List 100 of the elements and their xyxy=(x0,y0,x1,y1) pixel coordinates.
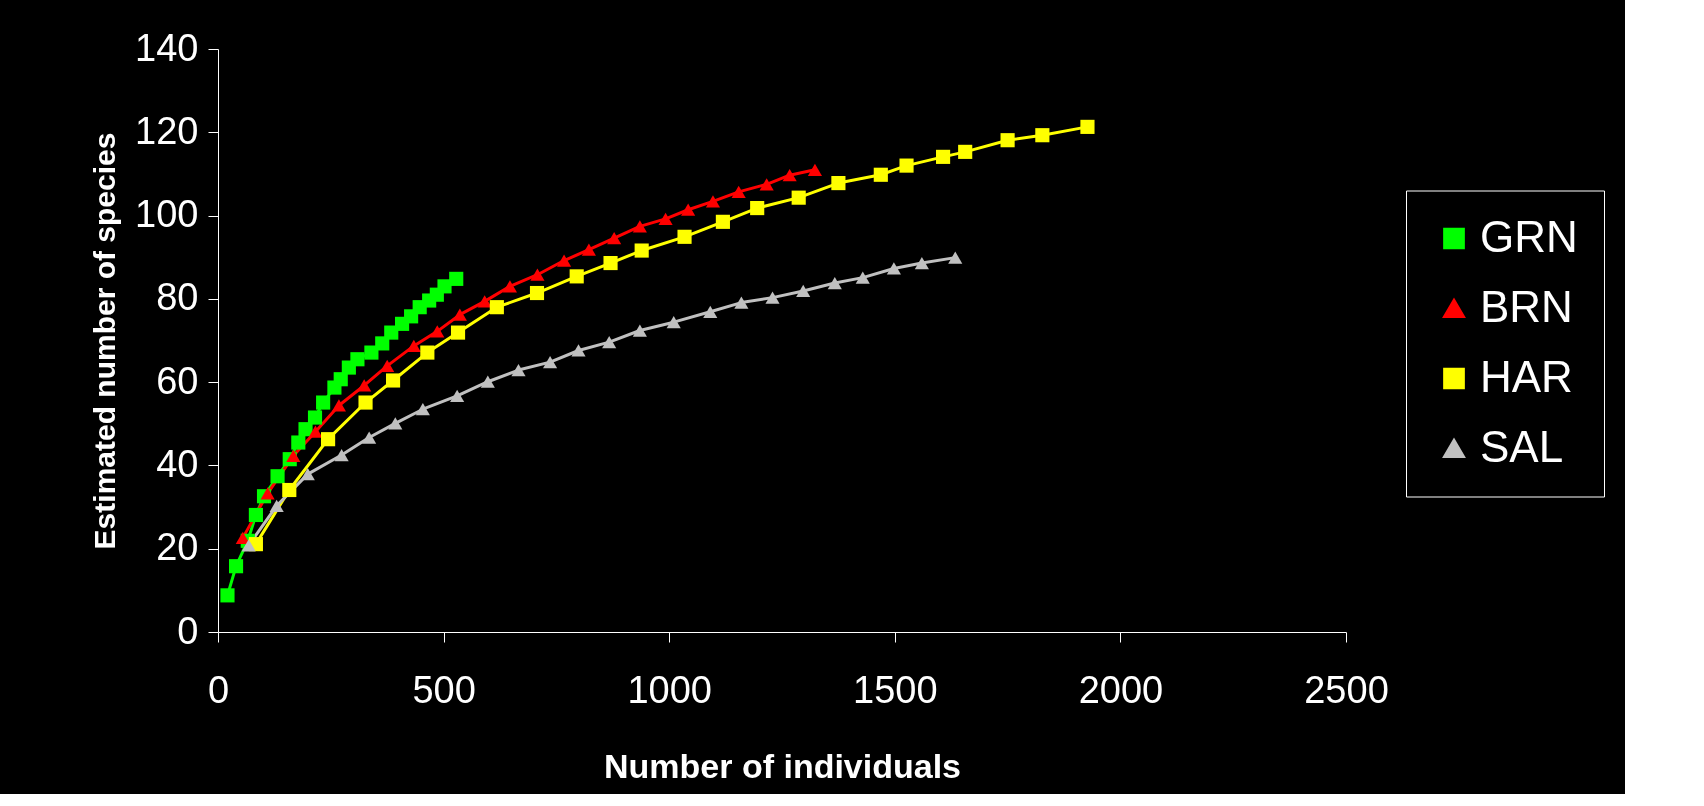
point xyxy=(452,308,467,321)
point xyxy=(385,373,401,388)
point xyxy=(782,169,797,182)
y-tick-label: 20 xyxy=(156,526,199,569)
point xyxy=(632,220,647,233)
legend-label: HAR xyxy=(1480,351,1573,401)
y-tick-label: 40 xyxy=(156,442,199,485)
point xyxy=(569,269,584,284)
point xyxy=(634,243,649,258)
point xyxy=(350,352,365,367)
point xyxy=(286,449,301,462)
point xyxy=(260,487,275,500)
x-tick-label: 0 xyxy=(207,668,230,711)
point xyxy=(380,359,395,373)
legend-label: BRN xyxy=(1480,281,1573,331)
point xyxy=(1080,119,1095,134)
point xyxy=(705,195,721,208)
point xyxy=(220,588,235,603)
point xyxy=(358,395,373,410)
point xyxy=(827,276,842,290)
y-tick-label: 0 xyxy=(177,609,199,652)
point xyxy=(958,144,973,159)
point xyxy=(715,214,730,229)
point xyxy=(759,178,774,191)
point xyxy=(750,201,765,216)
point xyxy=(603,255,618,271)
point xyxy=(406,339,421,353)
point xyxy=(899,158,914,173)
point xyxy=(357,379,372,392)
point xyxy=(334,448,349,462)
point xyxy=(734,296,749,309)
point xyxy=(248,507,263,523)
point xyxy=(364,345,379,360)
point xyxy=(873,167,888,182)
point xyxy=(791,190,806,205)
x-tick-label: 1500 xyxy=(853,668,938,711)
point xyxy=(703,305,718,318)
point xyxy=(489,300,504,315)
point xyxy=(420,345,435,360)
point xyxy=(437,279,452,294)
point xyxy=(316,395,331,410)
point xyxy=(308,425,323,438)
point xyxy=(632,324,647,337)
point xyxy=(936,149,951,164)
point xyxy=(362,431,377,444)
point xyxy=(331,399,346,412)
point xyxy=(450,325,466,340)
x-tick-label: 2500 xyxy=(1304,668,1389,711)
point xyxy=(557,254,572,267)
y-axis-title: Estimated number of species xyxy=(88,132,122,550)
point xyxy=(511,363,526,377)
x-tick-label: 500 xyxy=(412,668,476,711)
point xyxy=(477,295,492,308)
point xyxy=(658,212,673,226)
point xyxy=(282,482,297,498)
point xyxy=(480,375,495,388)
point xyxy=(450,389,465,403)
point xyxy=(765,291,780,304)
point xyxy=(1000,133,1015,148)
point xyxy=(602,336,617,349)
x-tick-label: 2000 xyxy=(1078,668,1164,711)
point xyxy=(449,271,464,286)
point xyxy=(681,203,696,216)
x-tick-label: 1000 xyxy=(627,668,712,711)
y-tick-label: 120 xyxy=(135,109,199,152)
point xyxy=(796,284,811,298)
point xyxy=(269,499,284,512)
point xyxy=(855,271,870,284)
point xyxy=(529,285,545,301)
point xyxy=(388,417,403,430)
point xyxy=(228,559,244,574)
x-axis-title: Number of individuals xyxy=(603,746,962,785)
y-tick-label: 60 xyxy=(156,359,199,402)
y-tick-label: 80 xyxy=(156,276,199,319)
point xyxy=(530,268,545,281)
point xyxy=(607,231,622,245)
point xyxy=(543,356,558,369)
legend-label: GRN xyxy=(1480,211,1578,261)
point xyxy=(307,410,323,425)
point xyxy=(321,432,336,447)
point xyxy=(270,469,285,484)
point xyxy=(1035,128,1050,143)
y-tick-label: 100 xyxy=(135,193,199,236)
point xyxy=(807,163,823,176)
y-tick-label: 140 xyxy=(135,26,199,69)
point xyxy=(430,325,445,338)
point xyxy=(300,468,315,481)
point xyxy=(581,243,596,256)
point xyxy=(731,185,746,198)
point xyxy=(886,262,901,275)
point xyxy=(502,280,517,293)
point xyxy=(571,344,586,357)
point xyxy=(666,316,681,329)
legend-label: SAL xyxy=(1480,421,1564,471)
point xyxy=(291,435,306,450)
point xyxy=(415,403,430,416)
point xyxy=(914,256,929,270)
point xyxy=(831,176,846,191)
point xyxy=(241,539,256,552)
point xyxy=(948,251,963,264)
